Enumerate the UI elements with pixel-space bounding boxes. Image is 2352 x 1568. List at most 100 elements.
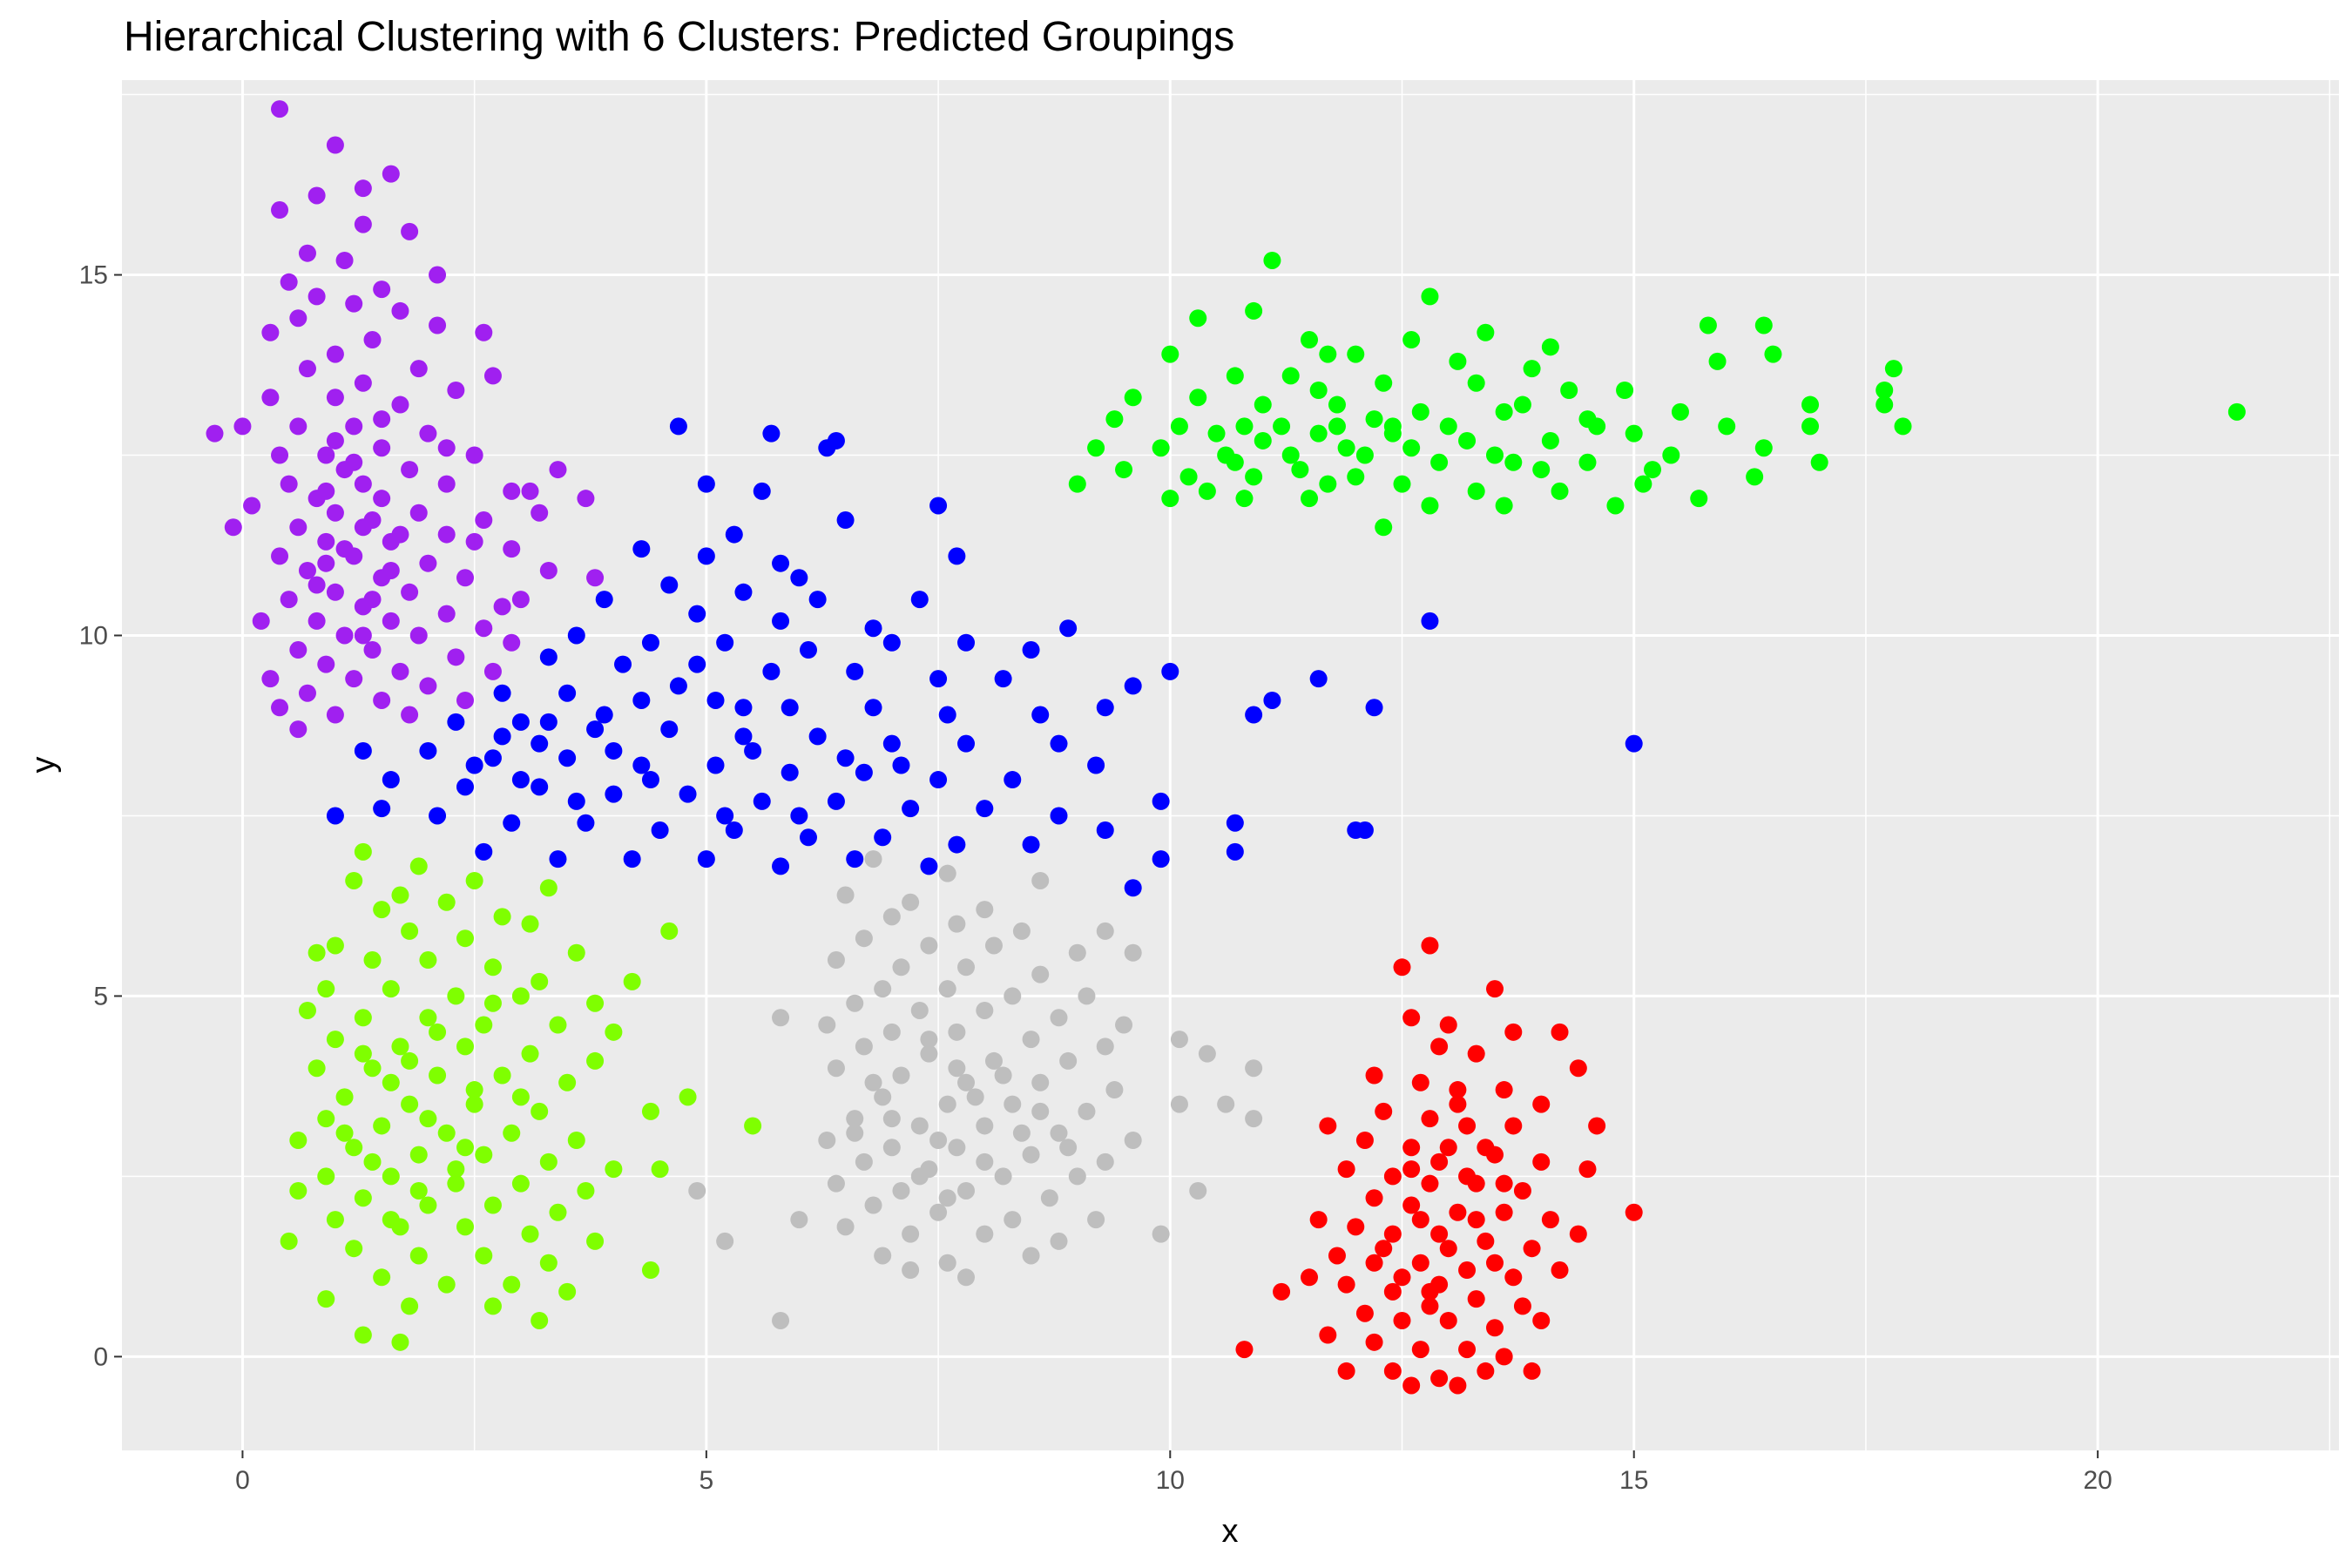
- data-point: [391, 525, 409, 544]
- y-tick-label: 10: [79, 621, 108, 650]
- data-point: [1477, 1362, 1495, 1380]
- data-point: [892, 756, 910, 774]
- data-point: [790, 569, 808, 587]
- data-point: [1383, 417, 1402, 436]
- data-point: [855, 763, 873, 781]
- grid-lines: [122, 80, 2339, 1450]
- data-point: [354, 374, 372, 392]
- data-point: [1022, 835, 1040, 854]
- data-point: [1801, 395, 1820, 414]
- data-point: [419, 741, 437, 760]
- data-point: [1309, 381, 1328, 399]
- data-point: [855, 1037, 873, 1056]
- data-point: [382, 1167, 400, 1186]
- data-point: [382, 165, 400, 183]
- data-point: [902, 893, 920, 911]
- data-point: [1235, 1341, 1254, 1359]
- data-point: [363, 591, 382, 609]
- data-point: [1198, 1044, 1216, 1063]
- data-point: [354, 1044, 372, 1063]
- x-tick-label: 15: [1619, 1466, 1648, 1495]
- data-point: [1291, 461, 1309, 479]
- data-point: [382, 1073, 400, 1092]
- data-point: [1355, 1132, 1374, 1150]
- data-point: [1031, 871, 1050, 889]
- data-point: [762, 662, 781, 680]
- data-point: [401, 706, 419, 724]
- data-point: [799, 641, 817, 659]
- data-point: [1449, 1203, 1467, 1221]
- data-point: [846, 1110, 864, 1128]
- data-point: [1124, 389, 1142, 407]
- data-point: [429, 1023, 447, 1041]
- data-point: [493, 727, 511, 746]
- data-point: [2227, 402, 2246, 421]
- data-point: [261, 323, 280, 341]
- y-tick-label: 0: [93, 1342, 108, 1371]
- data-point: [1254, 395, 1272, 414]
- data-point: [762, 424, 781, 443]
- data-point: [1096, 1152, 1114, 1171]
- data-point: [892, 1181, 910, 1200]
- data-point: [818, 1132, 836, 1150]
- data-point: [1746, 468, 1764, 486]
- data-point: [1625, 424, 1643, 443]
- data-point: [1087, 439, 1105, 457]
- data-point: [1449, 352, 1467, 370]
- data-point: [1578, 453, 1597, 471]
- data-point: [679, 785, 697, 803]
- data-point: [1161, 662, 1179, 680]
- data-point: [1513, 1297, 1531, 1315]
- data-point: [772, 1009, 790, 1027]
- data-point: [1059, 1139, 1078, 1157]
- data-point: [976, 1117, 994, 1135]
- data-point: [363, 1152, 382, 1171]
- data-point: [586, 1232, 605, 1250]
- data-point: [744, 1117, 762, 1135]
- data-point: [206, 424, 224, 443]
- data-point: [1207, 424, 1226, 443]
- data-point: [419, 951, 437, 970]
- data-point: [1467, 482, 1485, 500]
- data-point: [475, 1016, 493, 1034]
- data-point: [1383, 1167, 1402, 1186]
- data-point: [335, 626, 354, 645]
- data-point: [483, 1196, 502, 1214]
- data-point: [1541, 431, 1559, 449]
- data-point: [1050, 1124, 1068, 1142]
- data-point: [1616, 381, 1634, 399]
- y-axis-ticks: 0 5 10 15: [79, 261, 122, 1371]
- data-point: [475, 511, 493, 530]
- data-point: [605, 1160, 623, 1179]
- data-point: [1485, 980, 1504, 998]
- data-point: [531, 1102, 549, 1120]
- data-point: [577, 1181, 595, 1200]
- data-point: [1105, 1081, 1124, 1099]
- data-point: [261, 389, 280, 407]
- data-point: [1495, 1174, 1513, 1193]
- data-point: [734, 727, 753, 746]
- data-point: [437, 893, 456, 911]
- data-point: [456, 1218, 474, 1236]
- data-point: [1004, 1211, 1022, 1229]
- data-point: [1170, 1095, 1188, 1113]
- data-point: [317, 1110, 335, 1128]
- data-point: [976, 901, 994, 919]
- data-point: [483, 749, 502, 767]
- data-point: [465, 446, 483, 464]
- data-point: [456, 1139, 474, 1157]
- data-point: [874, 828, 892, 847]
- data-point: [409, 1181, 428, 1200]
- data-point: [401, 1095, 419, 1113]
- data-point: [641, 1102, 659, 1120]
- data-point: [511, 771, 530, 789]
- data-point: [409, 1247, 428, 1265]
- data-point: [772, 554, 790, 572]
- data-point: [1485, 1254, 1504, 1272]
- data-point: [1337, 1362, 1355, 1380]
- data-point: [1301, 1268, 1319, 1287]
- data-point: [957, 1073, 976, 1092]
- data-point: [1393, 958, 1411, 977]
- data-point: [373, 410, 391, 429]
- data-point: [465, 1095, 483, 1113]
